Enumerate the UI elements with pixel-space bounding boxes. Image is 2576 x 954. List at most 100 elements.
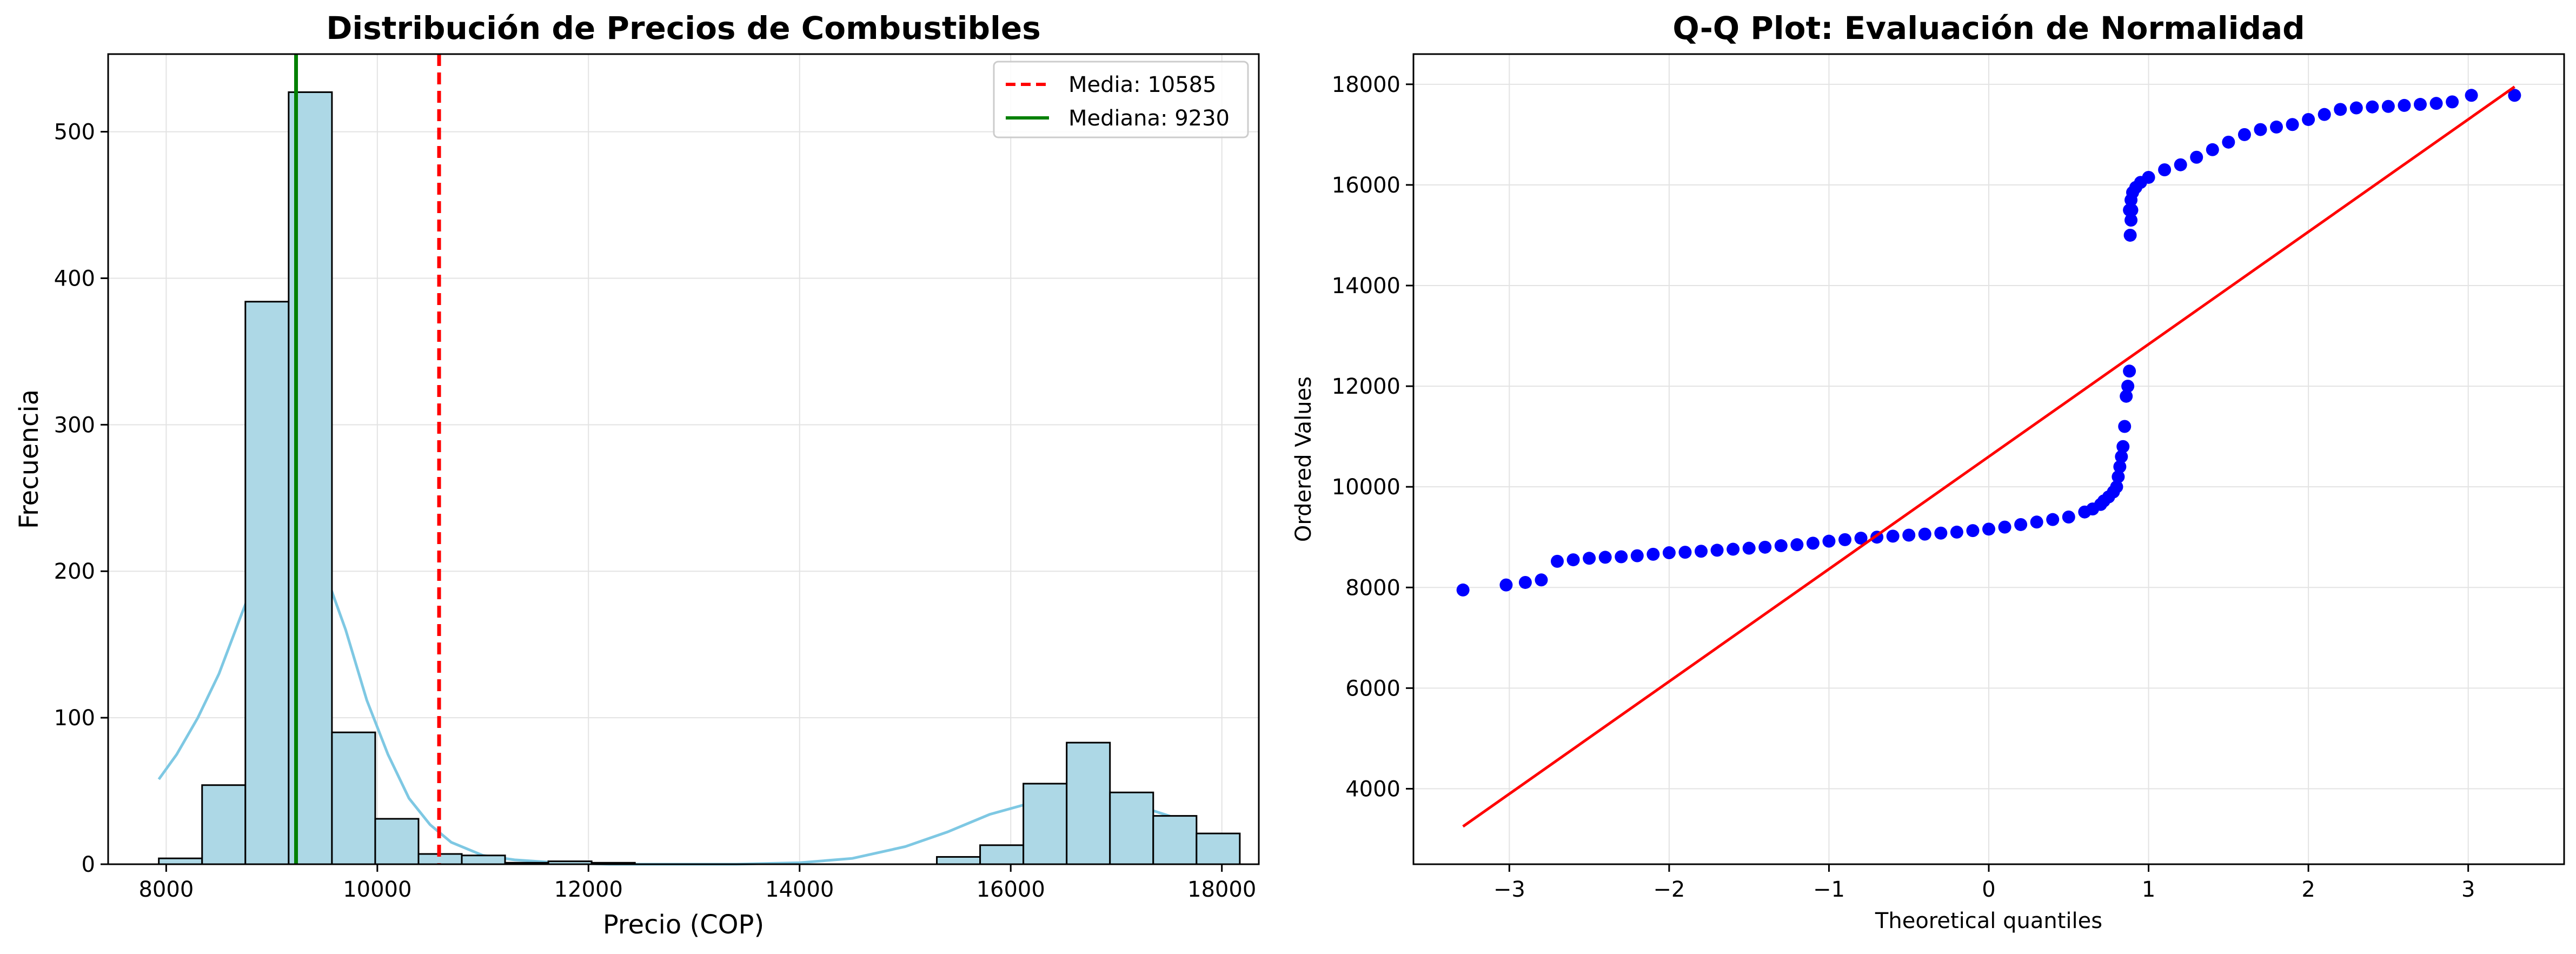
reference-lines (294, 54, 441, 864)
histogram-x-ticks: 8000 10000 12000 14000 16000 18000 (138, 864, 1256, 902)
qq-point (2115, 450, 2128, 463)
qq-point (1662, 546, 1676, 560)
histogram-y-axis-label: Frecuencia (14, 389, 44, 529)
qq-point (1918, 527, 1931, 541)
qq-point (2465, 89, 2478, 102)
histogram-bar (1066, 741, 1111, 865)
qq-point (2110, 480, 2123, 494)
qq-title: Q-Q Plot: Evaluación de Normalidad (1672, 10, 2305, 47)
qq-fit-line (1462, 85, 2515, 828)
qq-point (1934, 526, 1948, 540)
qq-point (2222, 135, 2235, 149)
qq-point (1630, 549, 1644, 562)
qq-point (2120, 389, 2133, 403)
qq-point (2124, 214, 2138, 227)
qq-point (1499, 578, 1513, 592)
qq-point (2046, 513, 2060, 526)
qq-point (2112, 470, 2125, 483)
qq-point (1998, 520, 2011, 534)
y-tick-label: 8000 (1345, 575, 1400, 600)
y-tick-label: 0 (82, 852, 95, 877)
qq-points (1456, 89, 2521, 597)
qq-point (2030, 515, 2043, 529)
qq-point (1902, 528, 1916, 542)
qq-point (1822, 534, 1836, 548)
qq-point (2014, 518, 2028, 531)
histogram-bars (158, 91, 1241, 865)
qq-point (1838, 533, 1851, 546)
y-tick-label: 10000 (1332, 475, 1400, 500)
qq-point (2381, 100, 2395, 113)
qq-point (1456, 583, 1470, 597)
y-tick-label: 4000 (1345, 777, 1400, 801)
histogram-bar (1109, 791, 1154, 865)
qq-point (1950, 525, 1963, 539)
x-tick-label: 3 (2461, 877, 2475, 902)
qq-point (2123, 203, 2136, 217)
y-tick-label: 14000 (1332, 274, 1400, 299)
qq-point (1727, 542, 1740, 556)
qq-point (2123, 228, 2137, 242)
y-tick-label: 16000 (1332, 173, 1400, 198)
qq-point (1518, 575, 1532, 589)
qq-point (2270, 120, 2283, 134)
y-tick-label: 500 (54, 120, 95, 145)
y-tick-label: 6000 (1345, 676, 1400, 701)
histogram-legend: Media: 10585 Mediana: 9230 (993, 61, 1249, 138)
histogram-frame (107, 53, 1260, 865)
histogram-bar (461, 854, 506, 865)
qq-grid (1413, 54, 2564, 864)
qq-point (2318, 108, 2331, 121)
qq-point (1854, 532, 1868, 545)
qq-point (2398, 98, 2411, 112)
legend-box (993, 61, 1249, 138)
qq-point (1678, 546, 1692, 559)
histogram-bar (1152, 815, 1198, 865)
qq-point (2334, 103, 2347, 116)
qq-point (1535, 573, 1548, 587)
qq-plot-panel: −3 −2 −1 0 1 2 3 4000 6000 8000 10000 12000 14000 16… (1291, 10, 2565, 933)
qq-point (1583, 552, 1596, 565)
x-tick-label: 12000 (554, 877, 623, 902)
qq-point (2118, 420, 2132, 433)
x-tick-label: −2 (1653, 877, 1685, 902)
y-tick-label: 300 (54, 413, 95, 438)
qq-point (1566, 553, 1580, 567)
histogram-title: Distribución de Precios de Combustibles (326, 10, 1041, 47)
x-tick-label: 18000 (1187, 877, 1256, 902)
qq-point (2158, 163, 2172, 176)
qq-point (1615, 550, 1628, 564)
qq-x-axis-label: Theoretical quantiles (1875, 909, 2102, 933)
histogram-bar (374, 818, 420, 865)
qq-point (1646, 547, 1660, 561)
x-tick-label: −1 (1813, 877, 1845, 902)
y-tick-label: 200 (54, 559, 95, 584)
x-tick-label: −3 (1493, 877, 1525, 902)
histogram-bar (244, 301, 290, 865)
qq-point (2142, 170, 2155, 184)
qq-point (1695, 545, 1708, 558)
qq-point (2446, 95, 2459, 109)
qq-point (1790, 538, 1804, 552)
qq-point (1982, 522, 1995, 536)
qq-point (1598, 551, 1612, 564)
qq-point (2254, 123, 2267, 136)
qq-point (2286, 118, 2299, 131)
qq-point (1774, 539, 1788, 553)
qq-point (1966, 524, 1980, 538)
qq-point (1742, 541, 1756, 555)
y-tick-label: 100 (54, 706, 95, 731)
x-tick-label: 0 (1982, 877, 1995, 902)
legend-mean-label: Media: 10585 (1068, 72, 1217, 97)
qq-y-ticks: 4000 6000 8000 10000 12000 14000 16000 18000 (1332, 72, 1413, 801)
y-tick-label: 400 (54, 266, 95, 291)
legend-median-label: Mediana: 9230 (1068, 106, 1230, 131)
qq-point (2206, 143, 2219, 156)
y-tick-label: 12000 (1332, 374, 1400, 399)
qq-point (1758, 540, 1772, 554)
qq-x-ticks: −3 −2 −1 0 1 2 3 (1493, 864, 2475, 902)
qq-point (2349, 101, 2363, 115)
x-tick-label: 10000 (343, 877, 411, 902)
x-tick-label: 2 (2301, 877, 2315, 902)
